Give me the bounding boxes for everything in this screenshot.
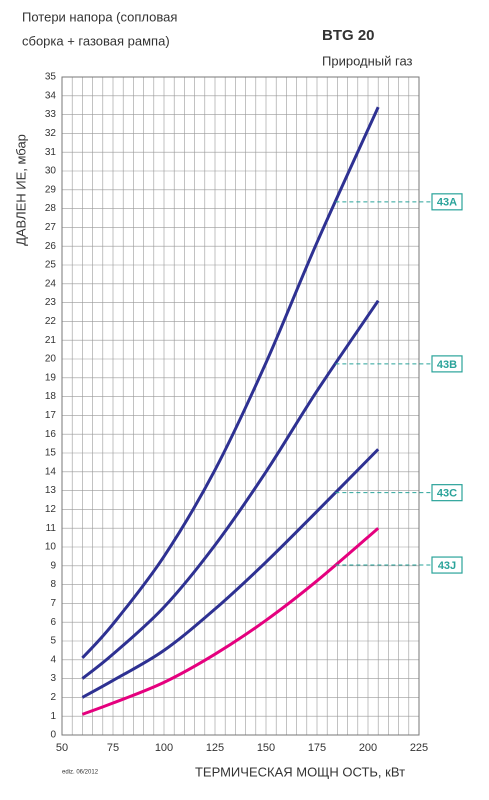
- chart-subtitle: Природный газ: [322, 53, 413, 68]
- label-box: [431, 193, 463, 211]
- y-tick-label: 30: [45, 166, 57, 177]
- label-box: [431, 355, 463, 373]
- y-tick-label: 29: [45, 184, 57, 195]
- y-tick-label: 14: [45, 466, 57, 477]
- y-tick-label: 0: [50, 730, 56, 741]
- y-tick-label: 25: [45, 260, 57, 271]
- y-tick-label: 8: [50, 579, 56, 590]
- x-tick-label: 75: [107, 742, 119, 754]
- y-tick-label: 22: [45, 316, 57, 327]
- y-tick-label: 35: [45, 72, 57, 83]
- x-tick-label: 50: [56, 742, 68, 754]
- y-tick-label: 9: [50, 560, 56, 571]
- y-tick-label: 4: [50, 654, 56, 665]
- legend-label: 43C: [437, 488, 457, 500]
- x-tick-label: 125: [206, 742, 224, 754]
- y-tick-label: 20: [45, 354, 57, 365]
- x-tick-label: 225: [410, 742, 428, 754]
- x-tick-label: 150: [257, 742, 275, 754]
- label-box: [431, 484, 463, 502]
- legend-label: 43J: [438, 560, 456, 572]
- x-axis-label: ТЕРМИЧЕСКАЯ МОЩН ОСТЬ, кВт: [195, 764, 405, 779]
- y-tick-label: 31: [45, 147, 57, 158]
- y-tick-label: 13: [45, 485, 57, 496]
- y-tick-label: 16: [45, 429, 57, 440]
- series-line: [81, 527, 380, 716]
- y-tick-label: 6: [50, 617, 56, 628]
- y-tick-label: 17: [45, 410, 57, 421]
- x-tick-label: 175: [308, 742, 326, 754]
- y-tick-label: 33: [45, 109, 57, 120]
- y-tick-label: 5: [50, 636, 56, 647]
- y-tick-label: 12: [45, 504, 57, 515]
- legend-label: 43B: [437, 359, 457, 371]
- y-tick-label: 1: [50, 711, 56, 722]
- series-line: [81, 299, 380, 680]
- y-tick-label: 27: [45, 222, 57, 233]
- y-tick-label: 23: [45, 297, 57, 308]
- y-tick-label: 26: [45, 241, 57, 252]
- y-tick-label: 2: [50, 692, 56, 703]
- label-box: [431, 556, 463, 574]
- series-line: [81, 106, 380, 659]
- y-tick-label: 24: [45, 278, 57, 289]
- y-tick-label: 18: [45, 391, 57, 402]
- plot-frame: [61, 76, 420, 736]
- annotation: сборка + газовая рампа): [22, 33, 170, 48]
- x-tick-label: 200: [359, 742, 377, 754]
- y-tick-label: 7: [50, 598, 56, 609]
- y-tick-label: 28: [45, 203, 57, 214]
- y-tick-label: 21: [45, 335, 57, 346]
- chart-title: BTG 20: [322, 27, 375, 44]
- y-tick-label: 32: [45, 128, 57, 139]
- y-axis-label: ДАВЛЕН ИЕ, мбар: [13, 134, 28, 246]
- legend-label: 43A: [437, 197, 457, 209]
- series-line: [81, 448, 380, 699]
- y-tick-label: 34: [45, 90, 57, 101]
- y-tick-label: 15: [45, 448, 57, 459]
- y-tick-label: 3: [50, 673, 56, 684]
- y-tick-label: 11: [46, 523, 57, 534]
- annotation: Потери напора (сопловая: [22, 9, 177, 24]
- y-tick-label: 19: [45, 372, 57, 383]
- x-tick-label: 100: [155, 742, 173, 754]
- footnote: ediz. 06/2012: [62, 770, 99, 776]
- y-tick-label: 10: [45, 542, 57, 553]
